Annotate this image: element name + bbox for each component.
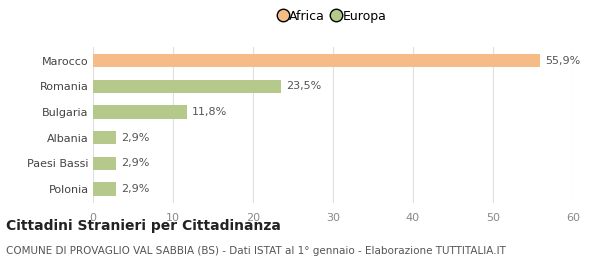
Text: 2,9%: 2,9% bbox=[121, 158, 149, 168]
Text: COMUNE DI PROVAGLIO VAL SABBIA (BS) - Dati ISTAT al 1° gennaio - Elaborazione TU: COMUNE DI PROVAGLIO VAL SABBIA (BS) - Da… bbox=[6, 245, 506, 256]
Legend: Africa, Europa: Africa, Europa bbox=[275, 6, 391, 27]
Text: 2,9%: 2,9% bbox=[121, 184, 149, 194]
Text: 55,9%: 55,9% bbox=[545, 56, 580, 66]
Text: 11,8%: 11,8% bbox=[192, 107, 227, 117]
Text: 23,5%: 23,5% bbox=[286, 81, 321, 91]
Bar bbox=[93, 80, 281, 93]
Text: Cittadini Stranieri per Cittadinanza: Cittadini Stranieri per Cittadinanza bbox=[6, 219, 281, 233]
Bar bbox=[93, 54, 540, 67]
Bar bbox=[93, 157, 116, 170]
Bar bbox=[93, 182, 116, 196]
Text: 2,9%: 2,9% bbox=[121, 133, 149, 143]
Bar bbox=[93, 105, 187, 119]
Bar bbox=[93, 131, 116, 144]
